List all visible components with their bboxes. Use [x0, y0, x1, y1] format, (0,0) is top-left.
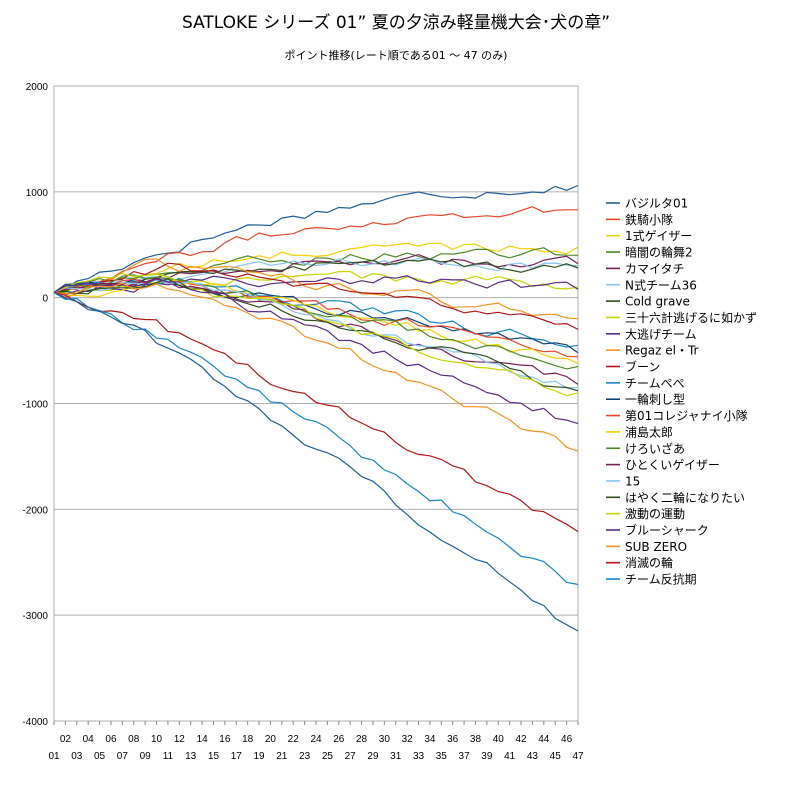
legend-label: 大逃げチーム: [625, 327, 697, 341]
legend-label: 鉄騎小隊: [625, 212, 673, 227]
x-tick-label: 29: [367, 751, 379, 762]
x-tick-label: 40: [493, 734, 505, 745]
legend-label: はやく二輪になりたい: [625, 490, 745, 505]
series-line: [53, 291, 579, 632]
x-tick-label: 09: [140, 751, 152, 762]
legend-label: N式チーム36: [625, 278, 697, 292]
legend-label: 消滅の輪: [625, 555, 673, 570]
x-tick-label: 16: [219, 734, 231, 745]
x-tick-label: 44: [538, 734, 550, 745]
x-tick-label: 32: [402, 734, 414, 745]
series-line: [53, 258, 579, 320]
x-tick-label: 07: [117, 751, 129, 762]
series-line: [53, 291, 579, 533]
x-tick-label: 10: [151, 734, 163, 745]
legend-label: けろいざあ: [625, 441, 685, 456]
series-lines: [53, 184, 579, 632]
series-line: [53, 272, 579, 397]
x-tick-label: 37: [459, 751, 471, 762]
x-tick-label: 45: [550, 751, 562, 762]
legend-label: 激動の運動: [625, 507, 685, 521]
x-tick-label: 27: [345, 751, 357, 762]
x-tick-label: 03: [71, 751, 83, 762]
legend-label: 1式ゲイザー: [625, 229, 692, 243]
legend-label: ブーン: [625, 359, 660, 374]
legend-label: チーム反抗期: [625, 572, 697, 587]
x-tick-label: 11: [163, 751, 174, 762]
legend-label: 浦島太郎: [625, 424, 673, 439]
x-tick-label: 12: [174, 734, 186, 745]
series-line: [53, 278, 579, 392]
x-tick-label: 05: [94, 751, 106, 762]
x-tick-label: 43: [527, 751, 539, 762]
x-tick-label: 30: [379, 734, 391, 745]
series-line: [53, 262, 579, 330]
x-tick-label: 21: [276, 751, 288, 762]
legend-label: バジルタ01: [625, 197, 688, 211]
legend-label: 三十六計逃げるに如かず: [625, 310, 757, 325]
x-tick-label: 28: [356, 734, 368, 745]
series-line: [53, 278, 579, 354]
series-line: [53, 278, 579, 425]
x-tick-label: 26: [333, 734, 345, 745]
legend-label: Cold grave: [625, 295, 690, 309]
legend-label: 暗闇の輪舞2: [625, 245, 693, 260]
legend-label: 15: [625, 474, 640, 488]
x-tick-label: 39: [481, 751, 493, 762]
legend-label: ひとくいゲイザー: [625, 458, 720, 472]
x-tick-label: 08: [128, 734, 140, 745]
legend-label: SUB ZERO: [625, 540, 687, 554]
legend-label: チームぺぺ: [625, 376, 685, 390]
x-tick-label: 35: [436, 751, 448, 762]
series-line: [53, 282, 579, 452]
legend-label: 一輪刺し型: [625, 392, 685, 407]
chart-subtitle: ポイント推移(レート順である01 ～ 47 のみ): [285, 48, 508, 62]
x-tick-label: 34: [424, 734, 436, 745]
x-tick-label: 17: [231, 751, 243, 762]
legend-label: ブルーシャーク: [625, 523, 709, 538]
legend-label: 第01コレジャナイ小隊: [625, 408, 748, 423]
x-tick-label: 25: [322, 751, 334, 762]
legend-label: Regaz el・Tr: [625, 344, 699, 358]
chart-title: SATLOKE シリーズ 01” 夏の夕涼み軽量機大会･犬の章”: [182, 13, 610, 33]
y-tick-label: -4000: [22, 717, 48, 728]
x-tick-label: 22: [288, 734, 300, 745]
y-tick-label: -2000: [22, 505, 48, 516]
x-tick-label: 06: [105, 734, 117, 745]
series-line: [53, 274, 579, 370]
x-tick-label: 36: [447, 734, 459, 745]
x-tick-label: 19: [253, 751, 265, 762]
y-tick-label: 2000: [26, 82, 49, 93]
x-tick-label: 47: [572, 751, 584, 762]
x-tick-label: 14: [197, 734, 209, 745]
x-tick-label: 41: [504, 751, 516, 762]
x-tick-label: 15: [208, 751, 220, 762]
x-tick-label: 02: [60, 734, 72, 745]
series-line: [53, 279, 578, 389]
x-tick-label: 18: [242, 734, 254, 745]
x-tick-label: 04: [83, 734, 95, 745]
legend-label: カマイタチ: [625, 262, 685, 276]
x-tick-label: 13: [185, 751, 197, 762]
y-tick-label: 1000: [26, 188, 49, 199]
x-tick-label: 01: [48, 751, 60, 762]
x-tick-label: 42: [515, 734, 527, 745]
series-line: [53, 258, 579, 293]
x-tick-label: 38: [470, 734, 482, 745]
x-tick-label: 46: [561, 734, 573, 745]
x-tick-label: 31: [390, 751, 402, 762]
x-tick-label: 24: [310, 734, 322, 745]
x-tick-label: 23: [299, 751, 311, 762]
x-tick-label: 33: [413, 751, 425, 762]
x-tick-label: 20: [265, 734, 277, 745]
y-tick-label: -3000: [22, 611, 48, 622]
y-tick-label: -1000: [22, 400, 48, 411]
series-line: [53, 184, 579, 293]
y-tick-label: 0: [42, 294, 48, 305]
series-line: [53, 206, 578, 293]
